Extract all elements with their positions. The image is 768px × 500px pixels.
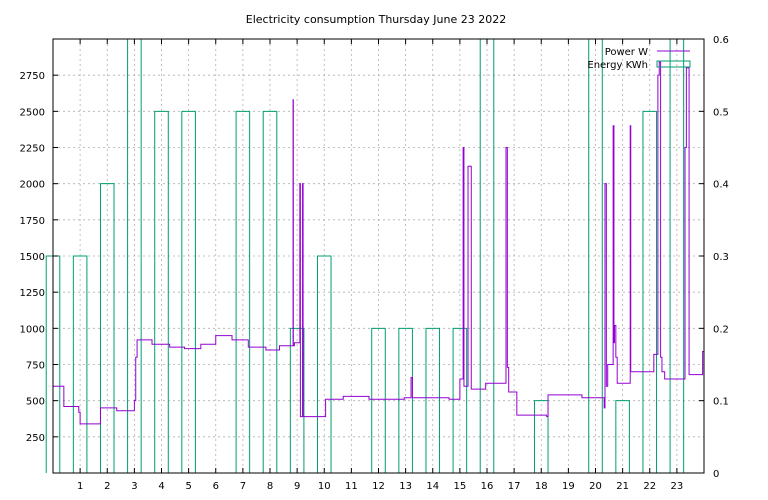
y-left-tick-label: 1750 (20, 216, 45, 227)
x-tick-label: 18 (535, 481, 548, 492)
x-tick-label: 13 (399, 481, 412, 492)
power-series (53, 61, 704, 425)
energy-bar (615, 400, 630, 473)
energy-bar (289, 327, 305, 473)
energy-bar (425, 327, 441, 473)
x-tick-label: 17 (508, 481, 521, 492)
y-left-tick-label: 250 (26, 433, 45, 444)
energy-bar (72, 255, 88, 473)
x-tick-label: 10 (318, 481, 331, 492)
x-tick-label: 1 (77, 481, 83, 492)
x-tick-label: 23 (671, 481, 684, 492)
energy-bar (99, 183, 115, 473)
y-right-tick-label: 0.6 (713, 35, 729, 46)
y-left-tick-label: 1500 (20, 252, 45, 263)
energy-bar (398, 327, 413, 473)
energy-bar (154, 110, 169, 473)
energy-bar (235, 110, 251, 473)
energy-bar (452, 327, 468, 473)
y-right-tick-label: 0.4 (713, 180, 729, 191)
x-tick-label: 4 (158, 481, 164, 492)
chart-title: Electricity consumption Thursday June 23… (246, 13, 506, 26)
x-tick-label: 20 (589, 481, 602, 492)
y-right-tick-label: 0.5 (713, 107, 729, 118)
y-left-tick-label: 2250 (20, 144, 45, 155)
x-tick-label: 2 (104, 481, 110, 492)
legend-label-energy: Energy KWh (587, 60, 648, 71)
y-right-tick-label: 0 (713, 469, 719, 480)
y-left-tick-label: 2750 (20, 71, 45, 82)
legend-label-power: Power W (605, 47, 648, 58)
y-right-tick-label: 0.3 (713, 252, 729, 263)
x-tick-label: 12 (372, 481, 385, 492)
x-tick-label: 15 (454, 481, 467, 492)
plot-border (52, 38, 705, 474)
axes: 1 2 3 4 5 6 7 8 9 10 11 12 13 14 15 16 17 18 19 20 21 22 23250… (20, 35, 729, 492)
legend: Power W Energy KWh (587, 47, 691, 71)
y-left-tick-label: 1000 (20, 324, 45, 335)
x-tick-label: 9 (294, 481, 300, 492)
x-tick-label: 5 (185, 481, 191, 492)
x-tick-label: 11 (345, 481, 358, 492)
x-tick-label: 14 (426, 481, 439, 492)
x-tick-label: 16 (481, 481, 494, 492)
x-tick-label: 6 (213, 481, 219, 492)
y-left-tick-label: 1250 (20, 288, 45, 299)
y-left-tick-label: 500 (26, 397, 45, 408)
x-tick-label: 21 (616, 481, 629, 492)
x-tick-label: 7 (240, 481, 246, 492)
power-line (53, 61, 704, 425)
energy-bar (642, 110, 658, 473)
y-right-tick-label: 0.2 (713, 324, 729, 335)
y-left-tick-label: 2500 (20, 107, 45, 118)
energy-bar (262, 110, 278, 473)
energy-bar (371, 327, 386, 473)
energy-bar (316, 255, 332, 473)
y-left-tick-label: 750 (26, 361, 45, 372)
y-right-tick-label: 0.1 (713, 397, 729, 408)
x-tick-label: 3 (131, 481, 137, 492)
x-tick-label: 19 (562, 481, 575, 492)
energy-bar (533, 400, 549, 473)
energy-bar (181, 110, 196, 473)
x-tick-label: 22 (643, 481, 656, 492)
x-tick-label: 8 (267, 481, 273, 492)
y-left-tick-label: 2000 (20, 180, 45, 191)
legend-swatch-energy (656, 60, 691, 68)
